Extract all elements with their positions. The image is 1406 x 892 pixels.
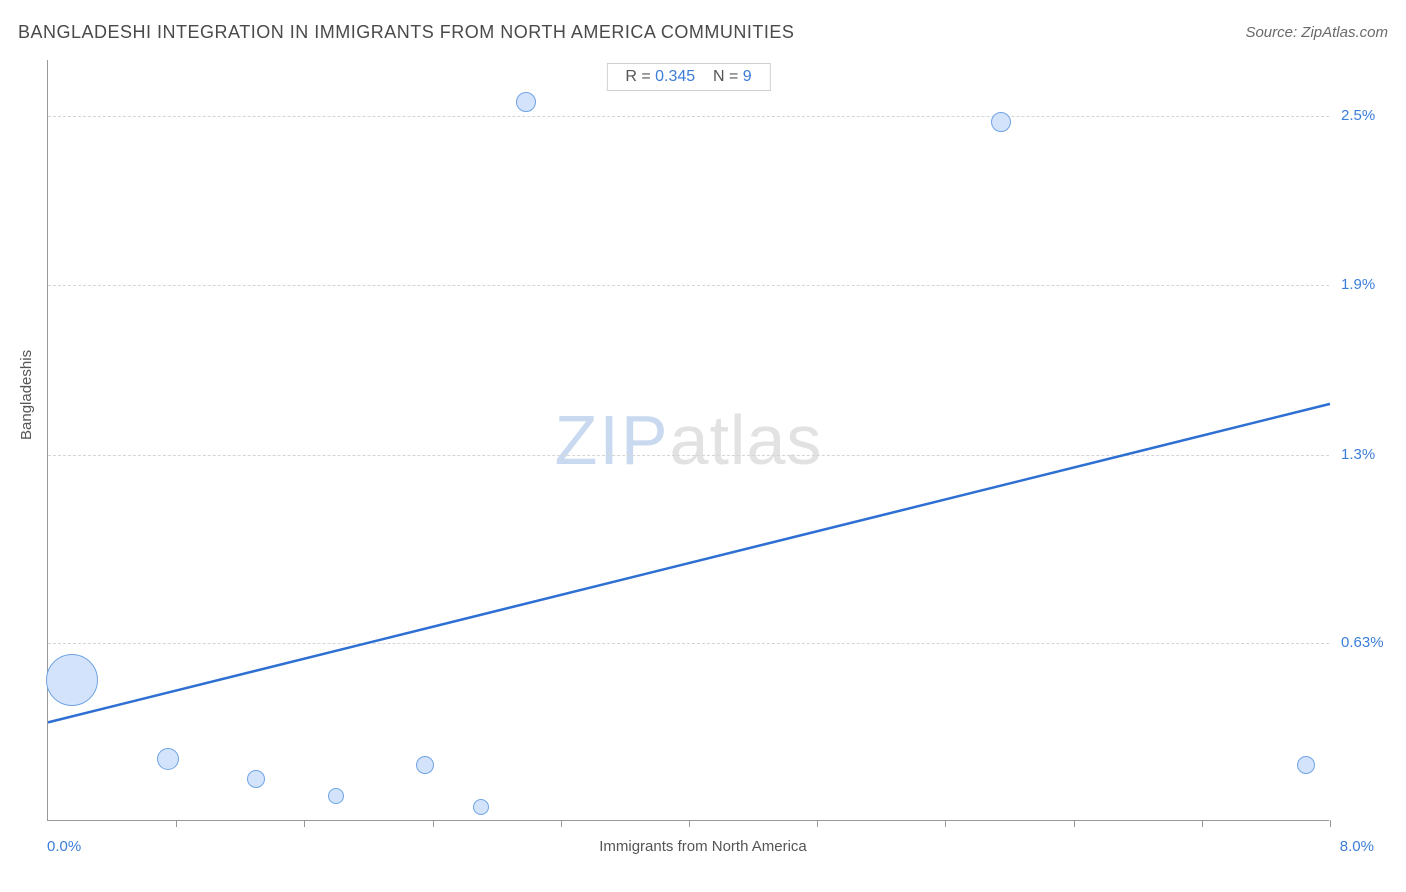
x-axis-title: Immigrants from North America bbox=[599, 838, 807, 855]
data-point bbox=[247, 770, 265, 788]
source-attribution: Source: ZipAtlas.com bbox=[1245, 24, 1388, 41]
x-tick bbox=[176, 820, 177, 827]
n-value: 9 bbox=[743, 68, 752, 85]
data-point bbox=[1297, 756, 1315, 774]
data-point bbox=[416, 756, 434, 774]
x-tick bbox=[561, 820, 562, 827]
x-axis-max-label: 8.0% bbox=[1340, 838, 1374, 855]
y-tick-label: 1.3% bbox=[1341, 446, 1375, 463]
r-value: 0.345 bbox=[655, 68, 695, 85]
data-point bbox=[991, 112, 1011, 132]
x-tick bbox=[689, 820, 690, 827]
data-point bbox=[157, 748, 179, 770]
data-point bbox=[328, 788, 344, 804]
y-tick-label: 1.9% bbox=[1341, 276, 1375, 293]
x-axis-min-label: 0.0% bbox=[47, 838, 81, 855]
x-tick bbox=[433, 820, 434, 827]
r-label: R = bbox=[625, 68, 650, 85]
plot-area: ZIPatlas R = 0.345 N = 9 bbox=[47, 60, 1329, 821]
y-tick-label: 2.5% bbox=[1341, 107, 1375, 124]
x-tick bbox=[1074, 820, 1075, 827]
n-label: N = bbox=[713, 68, 738, 85]
stats-box: R = 0.345 N = 9 bbox=[606, 63, 770, 91]
y-axis-title: Bangladeshis bbox=[18, 350, 35, 440]
trend-line bbox=[48, 60, 1329, 820]
x-tick bbox=[817, 820, 818, 827]
y-tick-label: 0.63% bbox=[1341, 634, 1384, 651]
chart-title: BANGLADESHI INTEGRATION IN IMMIGRANTS FR… bbox=[18, 22, 794, 42]
x-tick bbox=[945, 820, 946, 827]
data-point bbox=[473, 799, 489, 815]
data-point bbox=[516, 92, 536, 112]
data-point bbox=[46, 654, 98, 706]
x-tick bbox=[1202, 820, 1203, 827]
chart-header: BANGLADESHI INTEGRATION IN IMMIGRANTS FR… bbox=[18, 22, 1388, 52]
x-tick bbox=[1330, 820, 1331, 827]
x-tick bbox=[304, 820, 305, 827]
